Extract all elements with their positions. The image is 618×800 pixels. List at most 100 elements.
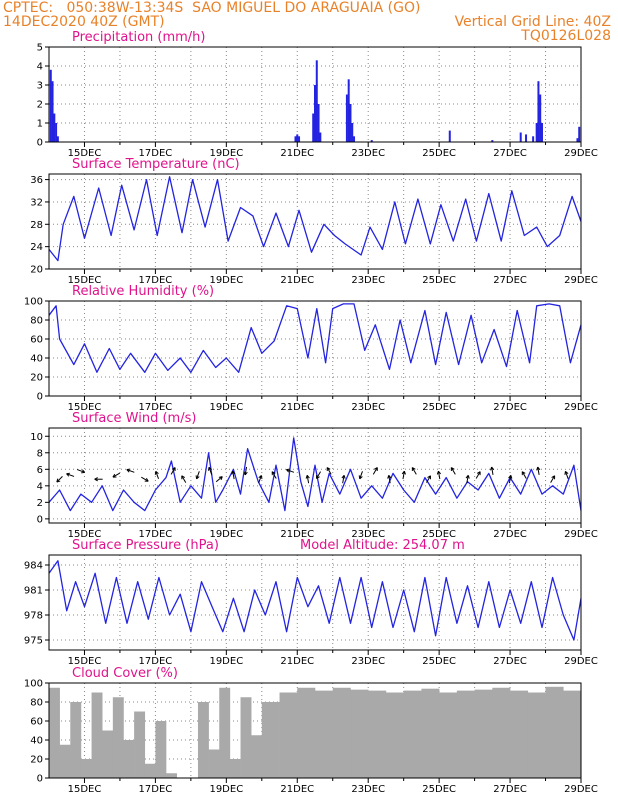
wind-arrow-head	[244, 471, 248, 476]
x-tick-label: 27DEC	[493, 529, 527, 540]
wind-arrow-head	[81, 469, 86, 473]
x-tick-label: 17DEC	[139, 402, 173, 413]
y-tick-label: 6	[37, 465, 43, 476]
wind-arrow-head	[465, 474, 469, 479]
panel-wind: Surface Wind (m/s) 0 2 4 6 8 10 15DEC 17DEC 19DEC…	[30, 411, 598, 540]
precip-bar	[535, 123, 538, 142]
wind-arrow	[76, 469, 86, 474]
x-tick-label: 23DEC	[351, 656, 385, 667]
cloud-bar	[368, 690, 387, 778]
cloud-bar	[102, 730, 114, 778]
y-tick-label: 978	[24, 611, 43, 622]
wind-arrow-head	[207, 467, 210, 471]
x-tick-label: 27DEC	[493, 148, 527, 159]
wind-arrow-shaft	[56, 476, 63, 483]
wind-arrow-shaft	[402, 471, 405, 480]
wind-arrow	[411, 467, 417, 475]
cloud-bar	[297, 687, 316, 778]
wind-arrow	[181, 475, 187, 483]
wind-arrow-head	[341, 474, 345, 479]
x-tick-label: 21DEC	[280, 148, 314, 159]
cloud-bar	[240, 697, 252, 778]
series-line-temp	[48, 176, 582, 262]
cloud-bar	[208, 749, 220, 778]
cloud-bar	[70, 702, 82, 778]
x-tick-label: 29DEC	[564, 148, 598, 159]
wind-arrow-shaft	[170, 467, 176, 475]
wind-arrow-head	[66, 473, 70, 477]
series-line-pres	[48, 560, 582, 641]
x-tick-label: 19DEC	[209, 656, 243, 667]
wind-arrow-head	[427, 475, 431, 479]
cloud-bar	[197, 702, 209, 778]
x-tick-label: 27DEC	[493, 656, 527, 667]
precip-bar	[576, 138, 579, 142]
wind-arrow	[170, 467, 176, 475]
precip-bar	[540, 123, 543, 142]
wind-arrow-shaft	[475, 471, 481, 479]
wind-arrow	[475, 471, 481, 479]
wind-arrow	[258, 475, 263, 484]
panel-frame-rh	[48, 300, 582, 397]
precip-bar	[298, 136, 301, 142]
panel-frame-pres	[48, 554, 582, 651]
x-tick-label: 27DEC	[493, 275, 527, 286]
x-tick-label: 25DEC	[422, 148, 456, 159]
wind-arrow-shaft	[359, 471, 363, 480]
cloud-bar	[229, 759, 241, 778]
wind-arrow-shaft	[388, 475, 391, 484]
header-line1: CPTEC: 050:38W-13:34S SAO MIGUEL DO ARAG…	[3, 0, 421, 16]
x-tick-label: 19DEC	[209, 148, 243, 159]
x-tick-label: 29DEC	[564, 275, 598, 286]
wind-arrow	[536, 466, 541, 475]
wind-arrow-shaft	[271, 471, 277, 479]
wind-arrow-shaft	[550, 475, 556, 483]
wind-arrow	[305, 474, 310, 484]
cloud-bar	[332, 687, 351, 778]
wind-arrow-shaft	[564, 471, 569, 480]
x-tick-label: 19DEC	[209, 529, 243, 540]
y-tick-label: 80	[30, 698, 43, 709]
precip-bar	[317, 104, 320, 142]
y-tick-label: 20	[30, 373, 43, 384]
y-tick-label: 40	[30, 354, 43, 365]
precip-bar	[349, 104, 352, 142]
cloud-bar	[385, 692, 404, 778]
x-tick-label: 17DEC	[139, 275, 173, 286]
x-tick-label: 25DEC	[422, 529, 456, 540]
wind-arrow-shaft	[286, 469, 295, 473]
wind-arrow-shaft	[437, 471, 441, 480]
x-tick-label: 23DEC	[351, 784, 385, 795]
wind-arrow-shaft	[326, 467, 332, 475]
wind-arrow-shaft	[372, 467, 378, 475]
panel-temp: Surface Temperature (nC) 20 24 28 32 36 15DEC 1…	[30, 157, 598, 286]
y-tick-label: 60	[30, 335, 43, 346]
panel-title-pres: Surface Pressure (hPa)	[72, 538, 219, 553]
wind-arrow-head	[196, 476, 200, 480]
wind-arrow	[341, 474, 346, 484]
x-tick-label: 15DEC	[68, 148, 102, 159]
x-tick-label: 25DEC	[422, 656, 456, 667]
wind-arrow-head	[508, 474, 512, 479]
wind-arrow	[231, 470, 236, 480]
wind-arrow-head	[359, 476, 363, 480]
panel-frame-cloud	[48, 682, 582, 779]
precip-bar	[55, 123, 58, 142]
precip-bar	[519, 132, 522, 142]
cloud-bar	[261, 702, 280, 778]
wind-arrow	[56, 476, 63, 483]
precip-bar	[351, 123, 354, 142]
panel-frame-temp	[48, 173, 582, 270]
wind-arrow-head	[305, 475, 308, 479]
y-tick-label: 28	[30, 220, 43, 231]
precip-bar	[537, 81, 540, 142]
panel-title-cloud: Cloud Cover (%)	[72, 666, 178, 681]
y-tick-label: 36	[30, 175, 43, 186]
series-line-rh	[48, 303, 582, 373]
wind-arrow-shaft	[466, 475, 469, 484]
wind-arrow-head	[171, 467, 176, 470]
wind-arrow-shaft	[342, 475, 345, 484]
x-tick-label: 29DEC	[564, 402, 598, 413]
y-tick-label: 0	[37, 392, 43, 403]
